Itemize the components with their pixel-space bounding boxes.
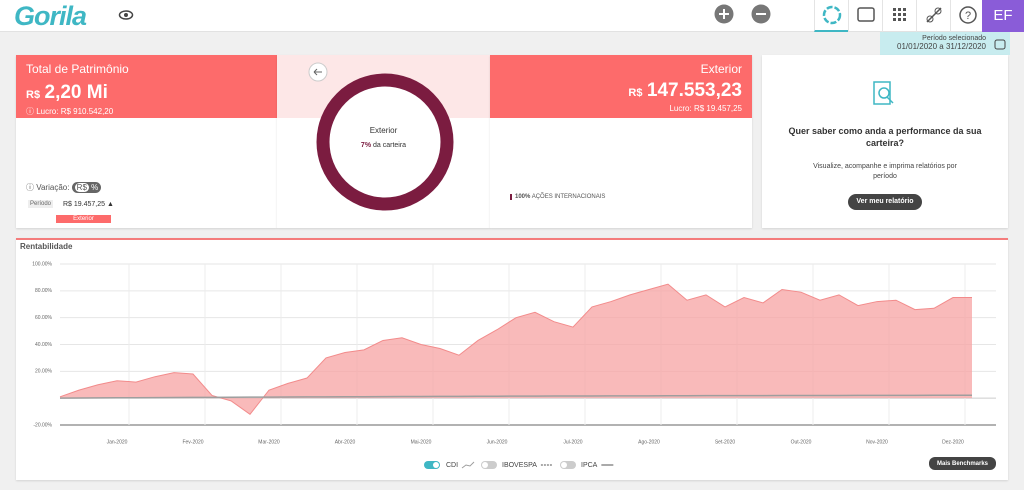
toggle-option[interactable]: % xyxy=(91,183,99,192)
period-value: 01/01/2020 a 31/12/2020 xyxy=(897,42,986,51)
report-button[interactable]: Ver meu relatório xyxy=(848,194,922,210)
report-text: Visualize, acompanhe e imprima relatório… xyxy=(813,163,957,180)
x-tick-label: Nov-2020 xyxy=(866,439,888,445)
exterior-title: Exterior xyxy=(700,62,742,76)
y-tick-label: 20.00% xyxy=(35,369,53,375)
total-title: Total de Patrimônio xyxy=(26,62,129,76)
legend-label[interactable]: IBOVESPA xyxy=(502,462,537,469)
svg-text:?: ? xyxy=(965,10,971,22)
nav-wallet[interactable] xyxy=(848,0,882,32)
donut-share: 7% xyxy=(360,142,372,149)
period-label: Período selecionado xyxy=(922,35,986,42)
user-avatar[interactable]: EF xyxy=(982,0,1024,32)
legend-knob xyxy=(561,462,567,468)
currency: R$ xyxy=(26,89,41,101)
period-value: R$ 19.457,25 xyxy=(63,201,106,208)
zoom-buttons[interactable] xyxy=(714,4,772,26)
legend-label[interactable]: IPCA xyxy=(581,462,598,469)
x-tick-label: Jan-2020 xyxy=(107,439,128,445)
x-tick-label: Out-2020 xyxy=(791,439,812,445)
nav-connect[interactable] xyxy=(916,0,950,32)
chart-title: Rentabilidade xyxy=(20,242,73,251)
exterior-value: 147.553,23 xyxy=(646,80,742,101)
x-tick-label: Mai-2020 xyxy=(411,439,432,445)
header: Gorila ? EF xyxy=(0,0,1024,32)
donut-card: Exterior 7% da carteira xyxy=(277,55,490,228)
exterior-card: Exterior R$ 147.553,23 Lucro: R$ 19.457,… xyxy=(490,55,752,228)
y-tick-label: 100.00% xyxy=(32,261,52,267)
x-tick-label: Ago-2020 xyxy=(638,439,660,445)
y-tick-label: -20.00% xyxy=(33,422,52,428)
legend-knob xyxy=(482,462,488,468)
allocation-name: AÇÕES INTERNACIONAIS xyxy=(531,194,606,200)
legend-swatch xyxy=(461,461,475,469)
y-tick-label: 60.00% xyxy=(35,315,53,321)
profit-value: R$ 910.542,20 xyxy=(60,107,114,116)
exterior-tag: Exterior xyxy=(56,215,111,223)
variation-label: Variação: xyxy=(36,183,70,192)
x-tick-label: Abr-2020 xyxy=(335,439,356,445)
benchmark-button-label[interactable]: Mais Benchmarks xyxy=(937,461,989,467)
report-question: Quer saber como anda a performance da su… xyxy=(788,126,982,148)
donut-share-text: da carteira xyxy=(373,142,407,149)
area-line xyxy=(59,283,972,415)
report-card: Quer saber como anda a performance da su… xyxy=(762,55,1008,228)
x-tick-label: Mar-2020 xyxy=(258,439,280,445)
period-tag: Período xyxy=(28,200,54,208)
y-tick-label: 40.00% xyxy=(35,342,53,348)
total-header: Total de Patrimônio R$ 2,20 Mi ⓘ Lucro: … xyxy=(16,55,277,118)
total-value: 2,20 Mi xyxy=(44,82,108,103)
benchmark-button[interactable] xyxy=(929,457,996,470)
legend-label[interactable]: CDI xyxy=(446,462,458,469)
profit-value: R$ 19.457,25 xyxy=(693,104,742,113)
x-tick-label: Jul-2020 xyxy=(563,439,582,445)
variation-toggle[interactable]: R$ % xyxy=(71,182,102,193)
x-tick-label: Fev-2020 xyxy=(182,439,203,445)
nav-help[interactable]: ? xyxy=(950,0,984,32)
logo[interactable]: Gorila xyxy=(14,1,87,31)
area-fill xyxy=(60,284,972,415)
currency: R$ xyxy=(628,87,643,99)
x-tick-label: Set-2020 xyxy=(715,439,736,445)
period-box[interactable]: Período selecionado 01/01/2020 a 31/12/2… xyxy=(880,32,1010,55)
y-tick-label: 80.00% xyxy=(35,288,53,294)
x-tick-label: Jun-2020 xyxy=(487,439,508,445)
allocation-share: 100% xyxy=(515,194,531,200)
calendar-icon xyxy=(994,39,1006,50)
total-card: Total de Patrimônio R$ 2,20 Mi ⓘ Lucro: … xyxy=(16,55,277,228)
x-tick-label: Dez-2020 xyxy=(942,439,964,445)
benchmark-line xyxy=(59,394,973,399)
donut-label: Exterior xyxy=(369,126,398,135)
nav-apps[interactable] xyxy=(882,0,916,32)
eye-icon[interactable] xyxy=(118,8,134,22)
donut xyxy=(308,62,454,211)
exterior-header: Exterior R$ 147.553,23 Lucro: R$ 19.457,… xyxy=(490,55,752,118)
report-icon xyxy=(873,81,894,105)
nav-portfolio[interactable] xyxy=(814,0,848,32)
profit-label: Lucro: xyxy=(36,107,59,116)
legend-knob xyxy=(433,462,439,468)
profit-label: Lucro: xyxy=(669,104,692,113)
toggle-option[interactable]: R$ xyxy=(74,183,89,192)
